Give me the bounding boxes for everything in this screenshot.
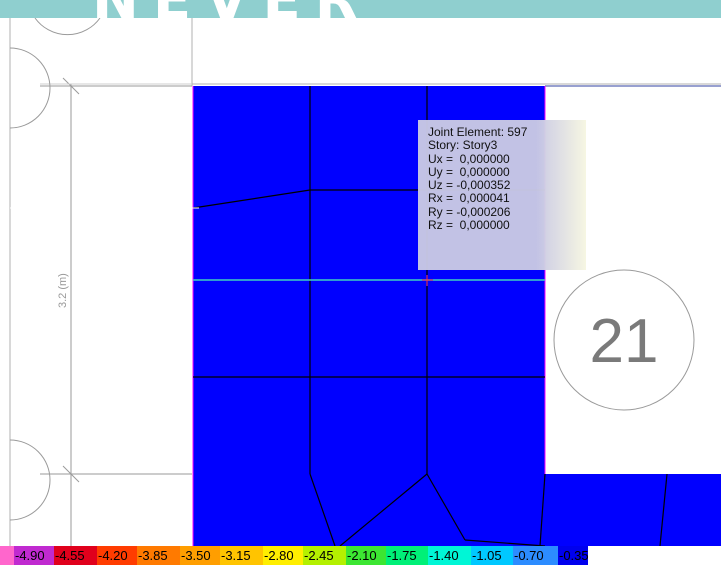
- watermark-text: NEVER: [92, 0, 372, 18]
- legend-cell: -4.20: [97, 546, 137, 565]
- contour-legend-bar: -4.90 -4.55 -4.20 -3.85 -3.50 -3.15 -2.80 -2.45…: [0, 546, 721, 565]
- tooltip-rz: Rz = 0,000000: [428, 218, 510, 233]
- tooltip-uy: Uy = 0,000000: [428, 164, 510, 179]
- tooltip-uz: Uz = -0,000352: [428, 178, 511, 193]
- watermark-banner: NEVER: [0, 0, 721, 18]
- legend-cell: -1.05: [471, 546, 513, 565]
- legend-cell: -1.40: [428, 546, 471, 565]
- tooltip-story: Story: Story3: [428, 138, 498, 153]
- legend-cell: -4.90: [14, 546, 54, 565]
- joint-info-tooltip: Joint Element: 597 Story: Story3 Ux = 0,…: [418, 120, 586, 270]
- legend-cell: -2.10: [346, 546, 386, 565]
- legend-cell: -3.50: [180, 546, 220, 565]
- legend-cell: [0, 546, 14, 565]
- slab-panel-right: [545, 474, 721, 546]
- grid-bubble-arcs: [9, 17, 101, 521]
- grid-bubble-21[interactable]: 21: [553, 269, 695, 411]
- grid-lines: [9, 0, 721, 546]
- legend-cell: -2.80: [263, 546, 303, 565]
- legend-cell: -2.45: [303, 546, 346, 565]
- tooltip-rx: Rx = 0,000041: [428, 191, 510, 206]
- legend-cell: -1.75: [386, 546, 428, 565]
- legend-cell: -3.85: [137, 546, 180, 565]
- legend-cell: -3.15: [220, 546, 263, 565]
- tooltip-joint-element: Joint Element: 597: [428, 125, 528, 139]
- tooltip-ry: Ry = -0,000206: [428, 204, 511, 219]
- grid-bubble-label: 21: [590, 307, 659, 376]
- legend-cell: -0.35: [558, 546, 721, 565]
- legend-cell: -4.55: [54, 546, 97, 565]
- joint-cursor-crosshair: [422, 275, 433, 286]
- tooltip-ux: Ux = 0,000000: [428, 151, 510, 166]
- dimension-label: 3.2 (m): [57, 273, 69, 308]
- legend-cell: -0.70: [513, 546, 558, 565]
